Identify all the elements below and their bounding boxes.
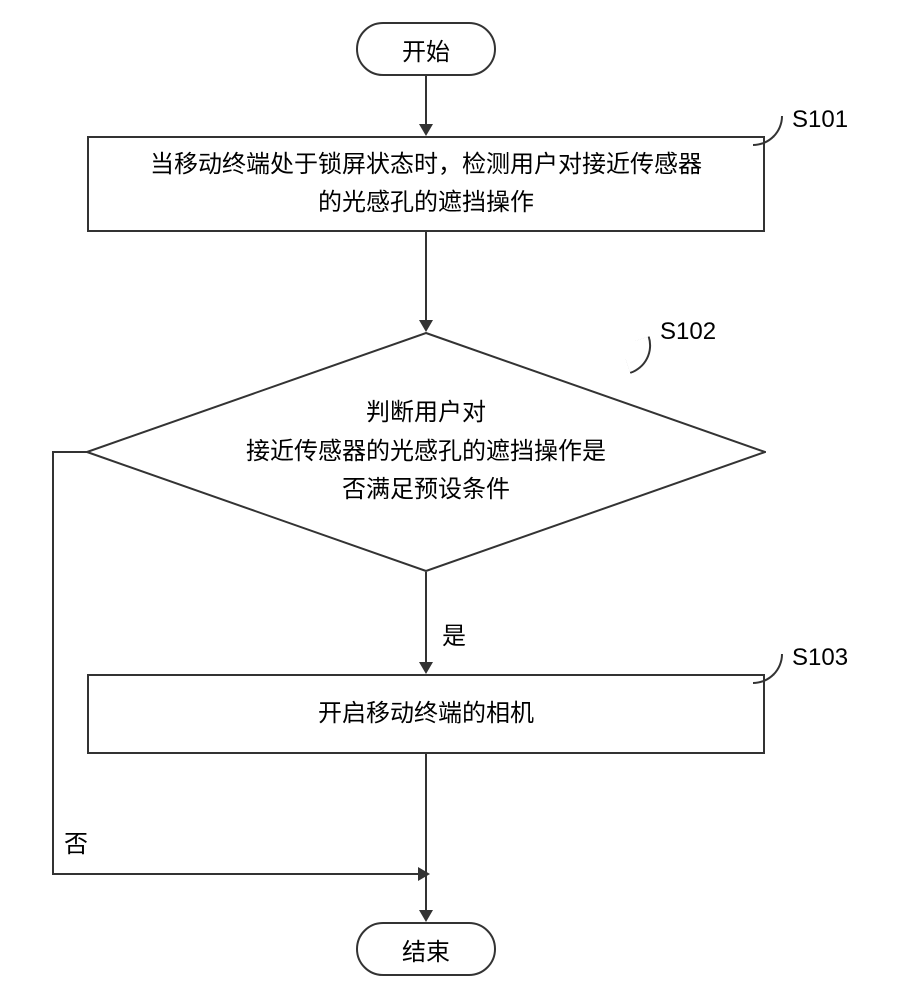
process-s103-text: 开启移动终端的相机 bbox=[318, 695, 534, 733]
arrow-head-s103-end bbox=[419, 910, 433, 922]
step-label-s103: S103 bbox=[792, 644, 848, 672]
step-label-s102: S102 bbox=[660, 318, 716, 346]
process-s101: 当移动终端处于锁屏状态时，检测用户对接近传感器 的光感孔的遮挡操作 bbox=[87, 136, 765, 232]
arrow-no-h1 bbox=[52, 451, 88, 453]
callout-s103 bbox=[753, 654, 783, 684]
decision-s102-text: 判断用户对 接近传感器的光感孔的遮挡操作是 否满足预设条件 bbox=[86, 332, 766, 572]
arrow-no-v bbox=[52, 451, 54, 875]
start-terminator: 开始 bbox=[356, 22, 496, 76]
arrow-s103-end bbox=[425, 754, 427, 912]
start-label: 开始 bbox=[402, 32, 450, 67]
arrow-s101-s102 bbox=[425, 232, 427, 322]
end-terminator: 结束 bbox=[356, 922, 496, 976]
flowchart-container: 开始 当移动终端处于锁屏状态时，检测用户对接近传感器 的光感孔的遮挡操作 S10… bbox=[0, 0, 913, 1000]
arrow-s102-s103 bbox=[425, 572, 427, 664]
process-s103: 开启移动终端的相机 bbox=[87, 674, 765, 754]
callout-s101 bbox=[753, 116, 783, 146]
edge-label-no: 否 bbox=[64, 824, 88, 859]
arrow-head-start-s101 bbox=[419, 124, 433, 136]
decision-s102: 判断用户对 接近传感器的光感孔的遮挡操作是 否满足预设条件 bbox=[86, 332, 766, 572]
end-label: 结束 bbox=[402, 932, 450, 967]
arrow-start-s101 bbox=[425, 76, 427, 126]
arrow-head-s102-s103 bbox=[419, 662, 433, 674]
step-label-s101: S101 bbox=[792, 106, 848, 134]
arrow-head-no bbox=[418, 867, 430, 881]
process-s101-text: 当移动终端处于锁屏状态时，检测用户对接近传感器 的光感孔的遮挡操作 bbox=[150, 146, 702, 223]
edge-label-yes: 是 bbox=[442, 616, 466, 651]
arrow-head-s101-s102 bbox=[419, 320, 433, 332]
arrow-no-h2 bbox=[52, 873, 420, 875]
